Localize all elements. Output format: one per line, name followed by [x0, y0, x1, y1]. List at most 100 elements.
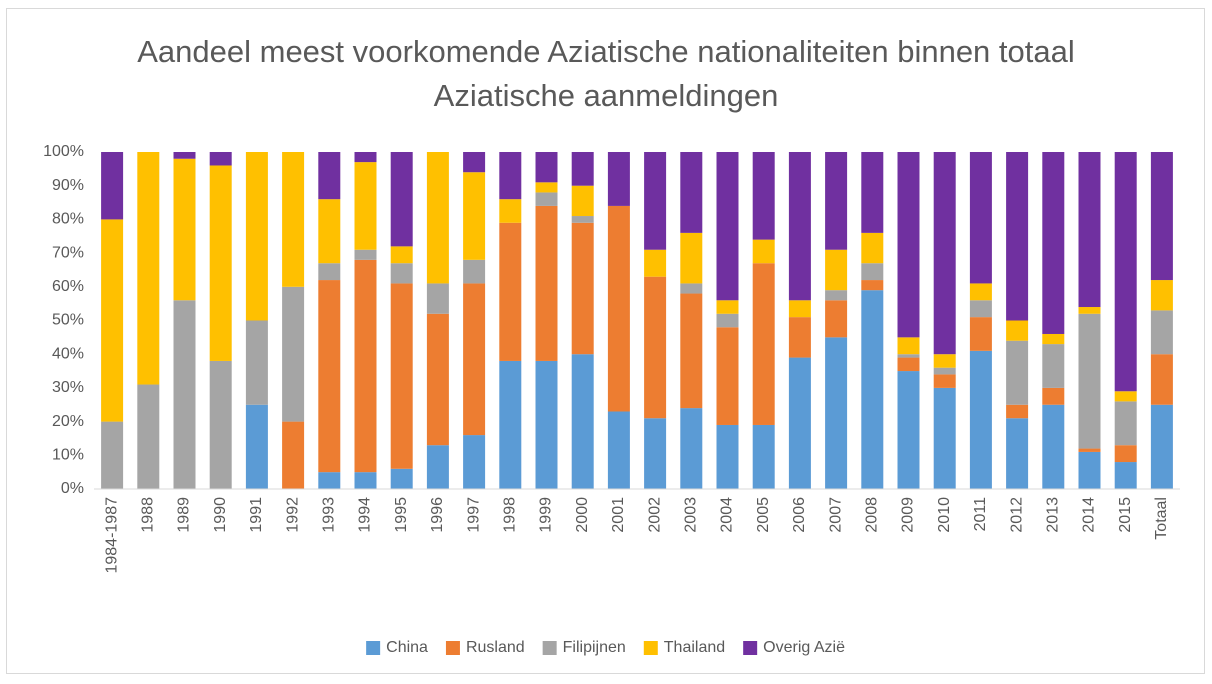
bar-segment: [607, 152, 630, 206]
bar-segment: [318, 280, 341, 473]
x-tick-label: 2000: [574, 497, 591, 533]
bar-segment: [1006, 418, 1029, 489]
y-tick-label: 0%: [61, 480, 84, 497]
bar-segment: [426, 313, 449, 446]
bar-segment: [390, 468, 413, 489]
bar-segment: [1006, 320, 1029, 341]
bar-segment: [1114, 152, 1137, 392]
x-tick-label: 2010: [936, 497, 953, 533]
bar-segment: [897, 357, 920, 372]
y-tick-label: 50%: [52, 312, 84, 329]
bar-segment: [825, 152, 848, 250]
y-tick-label: 70%: [52, 244, 84, 261]
bar-segment: [825, 300, 848, 338]
bar-segment: [861, 152, 884, 233]
bar-segment: [788, 152, 811, 301]
bar-segment: [354, 162, 377, 250]
bar-segment: [644, 418, 667, 489]
bar-segment: [1078, 451, 1101, 489]
legend-swatch: [643, 641, 658, 655]
bar-segment: [499, 360, 522, 489]
x-tick-label: 2015: [1117, 497, 1134, 533]
legend-label: Rusland: [466, 639, 525, 656]
bar-segment: [354, 249, 377, 260]
bar-segment: [716, 300, 739, 314]
bar-segment: [1114, 445, 1137, 463]
x-tick-label: 1991: [248, 497, 265, 533]
bar-segment: [535, 152, 558, 183]
bar-segment: [716, 152, 739, 301]
bar-segment: [426, 152, 449, 284]
bar-segment: [644, 249, 667, 277]
bar-segment: [969, 350, 992, 489]
bar-segment: [173, 158, 196, 301]
bar-segment: [318, 472, 341, 489]
legend-label: Filipijnen: [563, 639, 626, 656]
bar-segment: [463, 259, 486, 284]
x-tick-label: 1990: [212, 497, 229, 533]
bar-segment: [607, 411, 630, 489]
y-tick-label: 60%: [52, 278, 84, 295]
x-tick-label: 1996: [429, 497, 446, 533]
bar-segment: [499, 199, 522, 223]
bar-segment: [1042, 344, 1065, 388]
bar-segment: [571, 185, 594, 217]
bar-segment: [318, 199, 341, 264]
bar-segment: [1042, 404, 1065, 489]
bar-segment: [969, 283, 992, 301]
bar-segment: [825, 249, 848, 291]
bar-segment: [390, 283, 413, 469]
x-tick-label: 1984-1987: [103, 497, 120, 574]
bar-segment: [499, 222, 522, 361]
bar-segment: [390, 246, 413, 264]
bar-segment: [752, 239, 775, 264]
bar-segment: [463, 435, 486, 489]
bar-segment: [463, 152, 486, 173]
bar-segment: [354, 152, 377, 163]
x-tick-label: 2007: [827, 497, 844, 533]
legend-swatch: [743, 641, 758, 655]
bar-segment: [1114, 401, 1137, 446]
bar-segment: [752, 263, 775, 425]
x-tick-label: 2003: [683, 497, 700, 533]
legend-label: Thailand: [664, 639, 725, 656]
bar-segment: [282, 421, 305, 489]
bar-segment: [173, 152, 196, 159]
bar-segment: [680, 283, 703, 294]
x-tick-label: 2006: [791, 497, 808, 533]
bar-segment: [1078, 313, 1101, 449]
x-tick-label: Totaal: [1153, 497, 1170, 540]
bar-segment: [1078, 307, 1101, 314]
bar-segment: [173, 300, 196, 489]
bar-segment: [1150, 280, 1173, 311]
bar-segment: [1042, 152, 1065, 334]
x-tick-label: 2008: [864, 497, 881, 533]
y-tick-label: 30%: [52, 379, 84, 396]
bar-segment: [535, 182, 558, 193]
bar-segment: [282, 286, 305, 422]
legend-label: China: [386, 639, 428, 656]
bar-segment: [1078, 152, 1101, 308]
bar-segment: [209, 165, 232, 361]
bar-segment: [861, 290, 884, 489]
chart-title: Aandeel meest voorkomende Aziatische nat…: [137, 34, 1075, 113]
bar-segment: [897, 371, 920, 489]
bar-segment: [354, 472, 377, 489]
legend-label: Overig Azië: [763, 639, 845, 656]
x-tick-label: 2009: [900, 497, 917, 533]
bar-segment: [607, 205, 630, 412]
x-tick-label: 1995: [393, 497, 410, 533]
bar-segment: [499, 152, 522, 200]
bar-segment: [680, 293, 703, 409]
bar-segment: [933, 354, 956, 368]
bar-segment: [680, 152, 703, 233]
bar-segment: [644, 152, 667, 250]
legend-swatch: [542, 641, 557, 655]
bar-segment: [716, 424, 739, 489]
x-tick-label: 1998: [502, 497, 519, 533]
x-tick-label: 2001: [610, 497, 627, 533]
y-tick-label: 40%: [52, 345, 84, 362]
bar-segment: [282, 152, 305, 287]
